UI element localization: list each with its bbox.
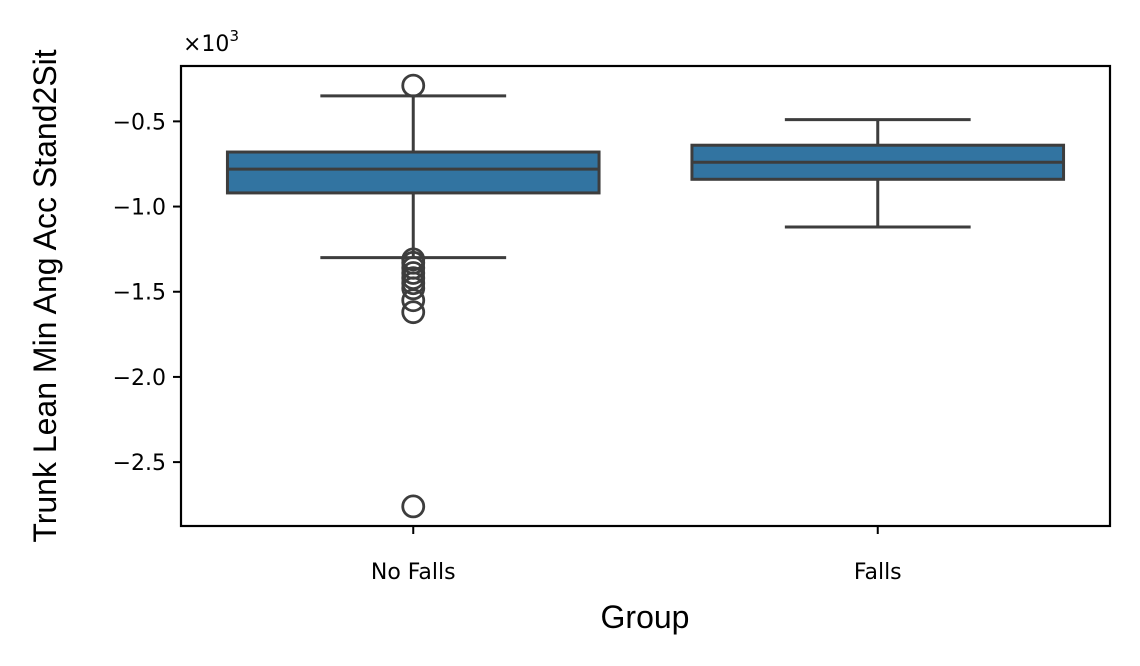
y-tick-label: −0.5 (113, 110, 166, 135)
y-tick-label: −2.5 (113, 451, 166, 476)
x-tick-label: Falls (854, 560, 902, 585)
offset-exponent: 3 (229, 27, 239, 45)
plot-area (225, 73, 1066, 519)
outlier-point (401, 300, 426, 325)
outlier-point (401, 276, 426, 301)
offset-label: ×103 (183, 27, 239, 57)
x-tick-label: No Falls (371, 560, 456, 585)
outlier-point (401, 73, 426, 98)
box-iqr (225, 150, 601, 195)
y-axis: −0.5 −1.0 −1.5 −2.0 −2.5 (113, 110, 181, 476)
offset-base: ×10 (183, 32, 229, 57)
y-axis-label: Trunk Lean Min Ang Acc Stand2Sit (27, 49, 63, 542)
outlier-point (401, 494, 426, 519)
outlier-point (401, 288, 426, 313)
x-axis: No Falls Falls (371, 526, 902, 585)
box-group-1 (690, 118, 1066, 229)
y-tick-label: −1.5 (113, 281, 166, 306)
y-tick-label: −1.0 (113, 196, 166, 221)
box-group-0 (225, 73, 601, 519)
axes-frame (179, 64, 1112, 528)
x-axis-label: Group (601, 599, 690, 635)
y-tick-label: −2.0 (113, 366, 166, 391)
